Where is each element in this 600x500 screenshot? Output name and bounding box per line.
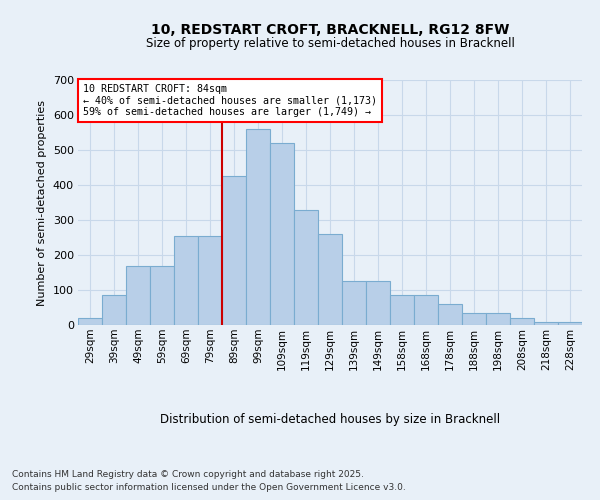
Text: 10, REDSTART CROFT, BRACKNELL, RG12 8FW: 10, REDSTART CROFT, BRACKNELL, RG12 8FW: [151, 22, 509, 36]
Bar: [222, 176, 246, 325]
Bar: [198, 236, 222, 325]
Text: Contains HM Land Registry data © Crown copyright and database right 2025.: Contains HM Land Registry data © Crown c…: [12, 470, 364, 479]
Text: Distribution of semi-detached houses by size in Bracknell: Distribution of semi-detached houses by …: [160, 412, 500, 426]
Bar: [414, 295, 438, 325]
Bar: [246, 129, 270, 325]
Bar: [294, 210, 318, 325]
Bar: [78, 318, 102, 325]
Bar: [342, 281, 366, 325]
Bar: [174, 236, 198, 325]
Bar: [462, 313, 486, 325]
Text: Size of property relative to semi-detached houses in Bracknell: Size of property relative to semi-detach…: [146, 38, 514, 51]
Bar: [510, 318, 534, 325]
Bar: [102, 295, 126, 325]
Bar: [390, 295, 414, 325]
Bar: [366, 281, 390, 325]
Bar: [318, 234, 342, 325]
Bar: [558, 322, 582, 325]
Bar: [534, 322, 558, 325]
Text: Contains public sector information licensed under the Open Government Licence v3: Contains public sector information licen…: [12, 482, 406, 492]
Bar: [270, 143, 294, 325]
Bar: [150, 266, 174, 325]
Y-axis label: Number of semi-detached properties: Number of semi-detached properties: [37, 100, 47, 306]
Bar: [486, 313, 510, 325]
Bar: [126, 266, 150, 325]
Text: 10 REDSTART CROFT: 84sqm
← 40% of semi-detached houses are smaller (1,173)
59% o: 10 REDSTART CROFT: 84sqm ← 40% of semi-d…: [83, 84, 377, 117]
Bar: [438, 304, 462, 325]
